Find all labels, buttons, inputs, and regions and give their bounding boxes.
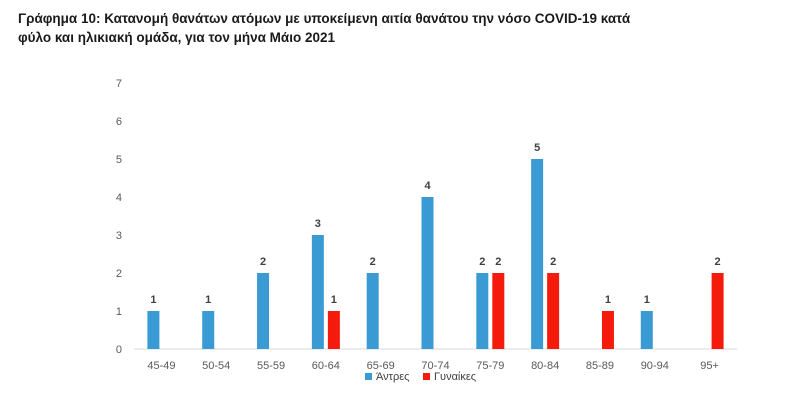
bar-men-70-74 [421, 197, 434, 349]
bar-men-75-79 [476, 273, 489, 349]
x-tick-label: 50-54 [202, 360, 230, 372]
x-tick-label: 75-79 [476, 360, 504, 372]
legend-swatch-women [423, 373, 430, 380]
bar-women-95+ [711, 273, 724, 349]
data-label-women-60-64: 1 [331, 294, 337, 306]
legend-label-women: Γυναίκες [434, 371, 476, 383]
data-label-men-75-79: 2 [479, 256, 485, 268]
legend-label-men: Άντρες [376, 371, 409, 383]
x-tick-label: 90-94 [641, 360, 669, 372]
x-tick-label: 85-89 [586, 360, 614, 372]
y-tick-label: 7 [116, 78, 122, 90]
data-label-men-65-69: 2 [370, 256, 376, 268]
y-tick-label: 4 [116, 192, 122, 204]
legend-swatch-men [365, 373, 372, 380]
x-tick-label: 95+ [700, 360, 719, 372]
y-tick-label: 3 [116, 230, 122, 242]
y-tick-label: 6 [116, 116, 122, 128]
bar-men-55-59 [257, 273, 270, 349]
bar-men-45-49 [147, 311, 160, 349]
x-tick-label: 55-59 [257, 360, 285, 372]
y-tick-label: 2 [116, 268, 122, 280]
data-label-men-60-64: 3 [315, 218, 321, 230]
data-label-men-50-54: 1 [205, 294, 211, 306]
chart-title-line-1: Γράφημα 10: Κατανομή θανάτων ατόμων με υ… [18, 11, 631, 26]
data-label-men-80-84: 5 [534, 142, 540, 154]
y-tick-label: 0 [116, 344, 122, 356]
data-label-men-55-59: 2 [260, 256, 266, 268]
bar-men-65-69 [366, 273, 379, 349]
bar-women-75-79 [492, 273, 505, 349]
data-label-men-45-49: 1 [150, 294, 156, 306]
data-label-men-70-74: 4 [424, 180, 431, 192]
x-tick-label: 45-49 [147, 360, 175, 372]
bar-men-60-64 [311, 235, 324, 349]
y-tick-label: 1 [116, 306, 122, 318]
data-label-women-75-79: 2 [495, 256, 501, 268]
data-label-women-85-89: 1 [605, 294, 611, 306]
bar-men-50-54 [202, 311, 215, 349]
x-tick-label: 70-74 [421, 360, 449, 372]
y-tick-label: 5 [116, 154, 122, 166]
data-label-women-95+: 2 [715, 256, 721, 268]
x-tick-label: 65-69 [367, 360, 395, 372]
bar-women-85-89 [601, 311, 614, 349]
data-label-men-90-94: 1 [644, 294, 650, 306]
chart-title-line-2: φύλο και ηλικιακή ομάδα, για τον μήνα Μά… [18, 30, 335, 45]
x-tick-label: 80-84 [531, 360, 559, 372]
bar-women-60-64 [327, 311, 340, 349]
bar-men-90-94 [640, 311, 653, 349]
bar-women-80-84 [547, 273, 560, 349]
chart-title: Γράφημα 10: Κατανομή θανάτων ατόμων με υ… [18, 9, 778, 47]
x-tick-label: 60-64 [312, 360, 340, 372]
data-label-women-80-84: 2 [550, 256, 556, 268]
bar-men-80-84 [531, 159, 544, 349]
